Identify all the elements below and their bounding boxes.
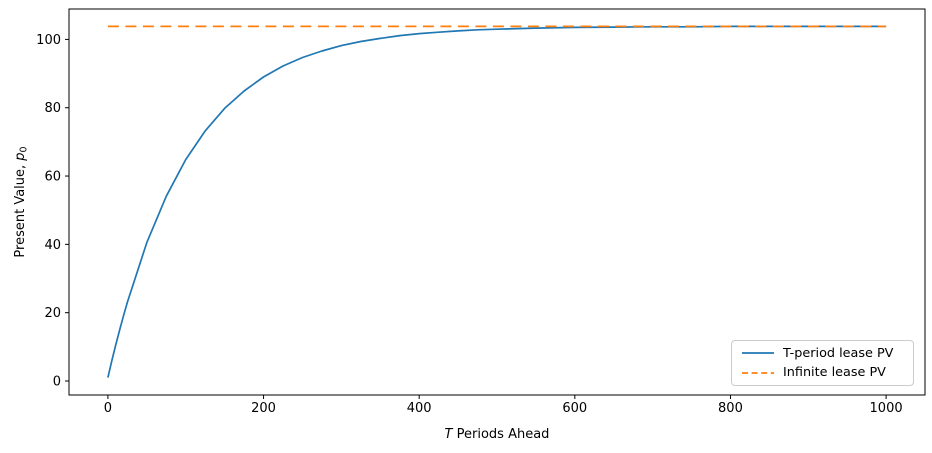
- legend-solid-line-icon: [742, 352, 774, 355]
- y-tick-label: 100: [36, 33, 61, 48]
- x-tick-label: 1000: [870, 401, 903, 416]
- legend-label-infinite-lease: Infinite lease PV: [783, 365, 886, 381]
- legend: T-period lease PV Infinite lease PV: [731, 340, 914, 386]
- x-tick-label: 400: [407, 401, 432, 416]
- t-period-lease-pv-line: [107, 25, 887, 378]
- y-tick-label: 0: [53, 374, 61, 389]
- y-tick-label: 40: [44, 238, 61, 253]
- y-axis-label: Present Value, p0: [13, 146, 30, 257]
- y-tick-label: 20: [44, 306, 61, 321]
- x-tick-label: 800: [718, 401, 743, 416]
- legend-entry-infinite-lease: Infinite lease PV: [741, 365, 905, 382]
- x-tick-label: 600: [562, 401, 587, 416]
- x-axis-label: T Periods Ahead: [445, 427, 550, 442]
- legend-entry-t-period-lease: T-period lease PV: [741, 345, 905, 362]
- x-tick-label: 0: [104, 401, 112, 416]
- y-tick-label: 60: [44, 170, 61, 185]
- y-tick-label: 80: [44, 101, 61, 116]
- axes-frame: [68, 8, 926, 396]
- x-tick-label: 200: [251, 401, 276, 416]
- legend-label-t-period-lease: T-period lease PV: [783, 345, 894, 361]
- legend-dashed-line-icon: [742, 371, 774, 374]
